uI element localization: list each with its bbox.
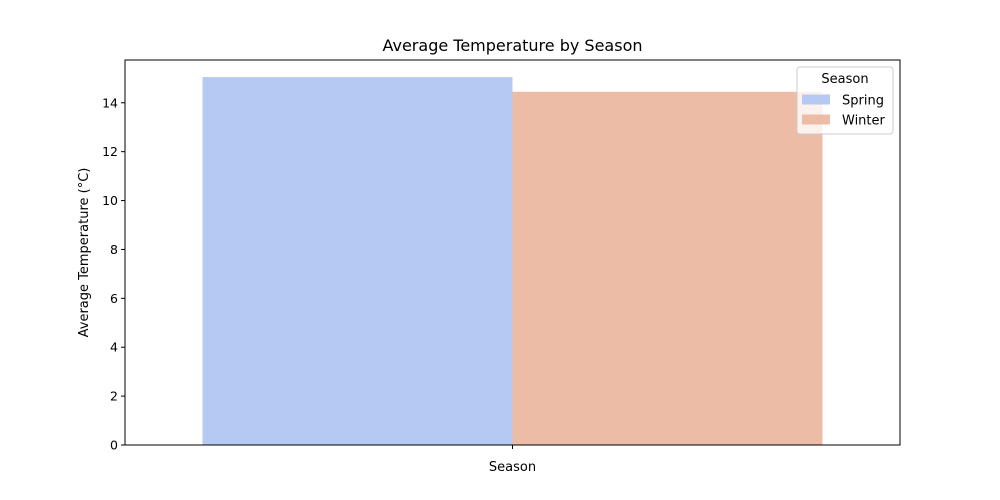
legend: Season Spring Winter (796, 66, 894, 135)
legend-label-spring: Spring (842, 94, 884, 109)
y-tick-label: 2 (110, 389, 118, 404)
chart-title: Average Temperature by Season (382, 36, 642, 55)
bar-winter (512, 91, 823, 446)
y-tick-label: 14 (102, 95, 118, 110)
y-axis: 0 2 4 6 8 10 12 14 (102, 95, 125, 453)
legend-swatch-winter (802, 114, 830, 125)
legend-title: Season (821, 72, 868, 87)
y-tick-label: 6 (110, 291, 118, 306)
y-tick-label: 0 (110, 438, 118, 453)
legend-label-winter: Winter (842, 114, 886, 129)
y-tick-label: 10 (102, 193, 118, 208)
bar-spring (202, 77, 513, 445)
y-tick-label: 12 (102, 144, 118, 159)
legend-swatch-spring (802, 94, 830, 105)
x-axis: Season (489, 445, 536, 475)
y-tick-label: 4 (110, 340, 118, 355)
y-tick-label: 8 (110, 242, 118, 257)
y-axis-title: Average Temperature (°C) (77, 168, 92, 338)
bars-group (202, 77, 823, 446)
legend-items: Spring Winter (802, 94, 886, 129)
x-axis-title: Season (489, 460, 536, 475)
